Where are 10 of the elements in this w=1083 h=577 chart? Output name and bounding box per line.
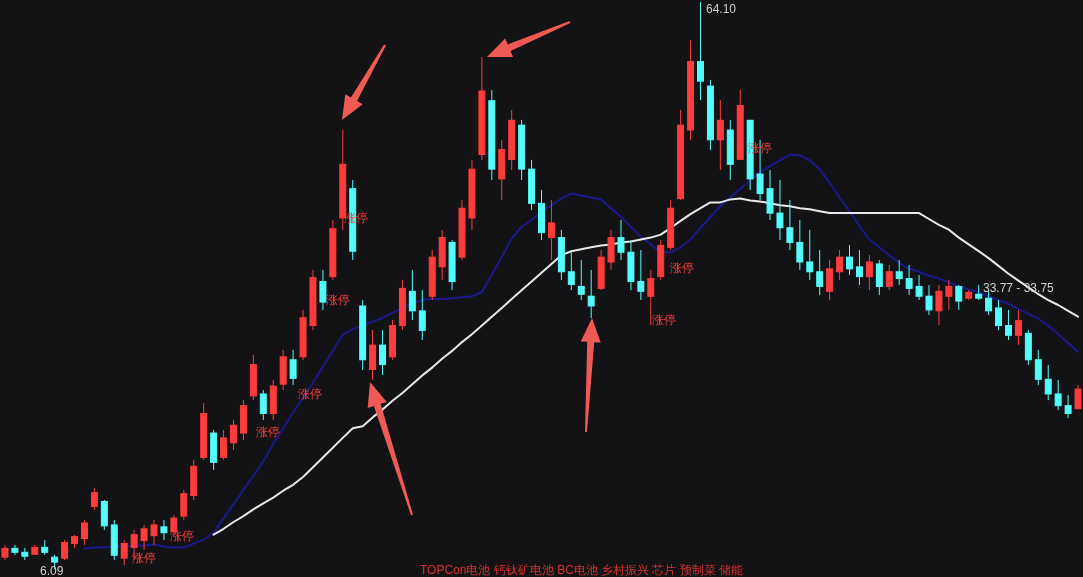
annotation: 6.09 [40, 564, 64, 577]
annotation: 涨停 [326, 293, 350, 307]
annotation: 涨停 [298, 387, 322, 401]
annotation: 涨停 [132, 551, 156, 565]
annotation: 涨停 [170, 529, 194, 543]
annotation: 64.10 [706, 2, 737, 16]
annotation: 涨停 [652, 313, 676, 327]
annotation: TOPCon电池 钙钛矿电池 BC电池 乡村振兴 芯片 预制菜 储能 [420, 563, 744, 577]
annotation: 涨停 [256, 425, 280, 439]
annotation: 涨停 [670, 261, 694, 275]
